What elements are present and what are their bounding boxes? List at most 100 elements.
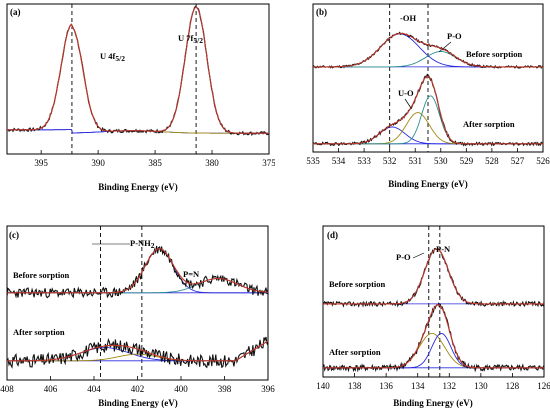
panel-c: (c) 408 406 404 402 400 398 396 P-NH2 P=N Befo… [0, 205, 275, 413]
b-after-component-1 [313, 126, 543, 145]
panel-d-after-label: After sorption [329, 347, 381, 357]
x-tick-label: 136 [379, 381, 393, 391]
panel-c-before-label: Before sorption [13, 270, 70, 280]
panel-d: (d) 140 138 136 134 132 130 128 126 P-O P-N Bef… [275, 205, 550, 413]
c-before-fit-envelope [7, 248, 269, 294]
x-tick-label: 532 [383, 156, 397, 166]
d-after-fit-envelope [323, 304, 544, 369]
x-tick-label: 527 [511, 156, 525, 166]
d-before-fit-envelope [323, 248, 544, 305]
x-tick-label: 531 [408, 156, 422, 166]
a-component-1 [7, 23, 269, 134]
panel-b-uo-arrow [404, 98, 412, 109]
x-tick-label: 395 [34, 158, 48, 168]
a-fit-envelope [7, 6, 269, 134]
x-tick-label: 404 [87, 384, 101, 394]
panel-b-curves [312, 31, 544, 147]
panel-c-curves [6, 245, 269, 369]
d-before-component-1 [323, 248, 544, 305]
x-tick-label: 380 [205, 158, 219, 168]
panel-a-svg: (a) 395 390 385 380 375 U 4f5/2 U 7f5/2 Bind… [6, 3, 276, 192]
panel-c-dashed-lines [100, 226, 143, 380]
d-after-raw-spectrum [322, 302, 545, 373]
panel-b-po-label: P-O [447, 31, 462, 41]
panel-d-po-arrow [412, 252, 425, 259]
panel-a-dashed-lines [71, 4, 197, 154]
panel-d-frame [322, 225, 545, 378]
panel-b: (b) 535 534 533 532 531 530 529 528 527 526 -OH P… [275, 0, 550, 200]
panel-b-svg: (b) 535 534 533 532 531 530 529 528 527 526 -OH P… [306, 3, 550, 189]
panel-c-pn-label: P=N [183, 269, 200, 279]
panel-a: (a) 395 390 385 380 375 U 4f5/2 U 7f5/2 Bind… [0, 0, 276, 200]
panel-b-uo-label: U-O [398, 88, 414, 98]
panel-c-frame [6, 225, 269, 381]
x-tick-label: 390 [91, 158, 105, 168]
panel-a-label: (a) [10, 7, 21, 17]
x-tick-label: 528 [485, 156, 499, 166]
x-tick-label: 385 [148, 158, 162, 168]
panel-b-xlabel: Binding Energy (eV) [388, 179, 468, 189]
panel-b-po-arrow [438, 41, 452, 53]
c-after-raw-spectrum [6, 336, 269, 369]
x-tick-label: 140 [316, 381, 330, 391]
x-tick-label: 398 [218, 384, 232, 394]
panel-c-xlabel: Binding Energy (eV) [98, 398, 178, 408]
panel-d-curves [322, 246, 545, 373]
panel-d-x-ticks: 140 138 136 134 132 130 128 126 [316, 373, 550, 391]
annot-text: U 4f [100, 51, 116, 61]
panel-d-before-label: Before sorption [329, 279, 386, 289]
panel-c-svg: (c) 408 406 404 402 400 398 396 P-NH2 P=N Befo… [0, 225, 275, 408]
panel-d-xlabel: Binding Energy (eV) [393, 398, 473, 408]
panel-c-label: (c) [9, 230, 19, 240]
panel-b-x-ticks: 535 534 533 532 531 530 529 528 527 526 [306, 148, 550, 166]
panel-d-po-label: P-O [396, 252, 411, 262]
annot-text: P-NH [130, 238, 151, 248]
annot-sub: 5/2 [115, 54, 125, 63]
panel-a-annotation-1: U 4f5/2 [100, 51, 125, 63]
x-tick-label: 408 [0, 384, 14, 394]
annot-text: U 7f [178, 33, 194, 43]
panel-c-after-label: After sorption [13, 327, 65, 337]
panel-a-annotation-2: U 7f5/2 [178, 33, 203, 45]
panel-b-after-label: After sorption [463, 119, 515, 129]
svg-text:U 4f5/2: U 4f5/2 [100, 51, 125, 63]
x-tick-label: 128 [506, 381, 520, 391]
panel-d-svg: (d) 140 138 136 134 132 130 128 126 P-O P-N Bef… [316, 225, 550, 408]
panel-a-x-ticks: 395 390 385 380 375 [34, 150, 276, 168]
d-before-raw-spectrum [322, 246, 545, 308]
a-component-2 [7, 6, 269, 134]
a-raw-spectrum [6, 5, 270, 137]
x-tick-label: 138 [348, 381, 362, 391]
b-before-fit-envelope [313, 32, 543, 68]
panel-b-before-label: Before sorption [466, 49, 523, 59]
x-tick-label: 402 [131, 384, 145, 394]
panel-c-pnh2-label: P-NH2 [130, 238, 155, 250]
x-tick-label: 406 [44, 384, 58, 394]
c-after-fit-envelope [7, 340, 269, 362]
panel-d-label: (d) [327, 230, 338, 240]
panel-a-frame [6, 3, 270, 155]
panel-a-curves [6, 5, 270, 137]
x-tick-label: 529 [460, 156, 474, 166]
svg-text:U 7f5/2: U 7f5/2 [178, 33, 203, 45]
x-tick-label: 134 [411, 381, 425, 391]
panel-d-pn-label: P-N [436, 244, 451, 254]
b-after-fit-envelope [313, 75, 543, 145]
x-tick-label: 530 [434, 156, 448, 166]
panel-b-label: (b) [316, 7, 327, 17]
panel-c-x-ticks: 408 406 404 402 400 398 396 [0, 376, 275, 394]
panel-a-xlabel: Binding Energy (eV) [98, 182, 178, 192]
x-tick-label: 375 [262, 158, 275, 168]
annot-sub: 5/2 [193, 36, 203, 45]
x-tick-label: 400 [174, 384, 188, 394]
annot-sub: 2 [151, 241, 155, 250]
x-tick-label: 396 [261, 384, 275, 394]
x-tick-label: 132 [443, 381, 457, 391]
x-tick-label: 130 [474, 381, 488, 391]
x-tick-label: 534 [332, 156, 346, 166]
panel-b-oh-label: -OH [400, 13, 416, 23]
x-tick-label: 533 [357, 156, 371, 166]
x-tick-label: 126 [537, 381, 550, 391]
x-tick-label: 526 [536, 156, 550, 166]
x-tick-label: 535 [306, 156, 320, 166]
